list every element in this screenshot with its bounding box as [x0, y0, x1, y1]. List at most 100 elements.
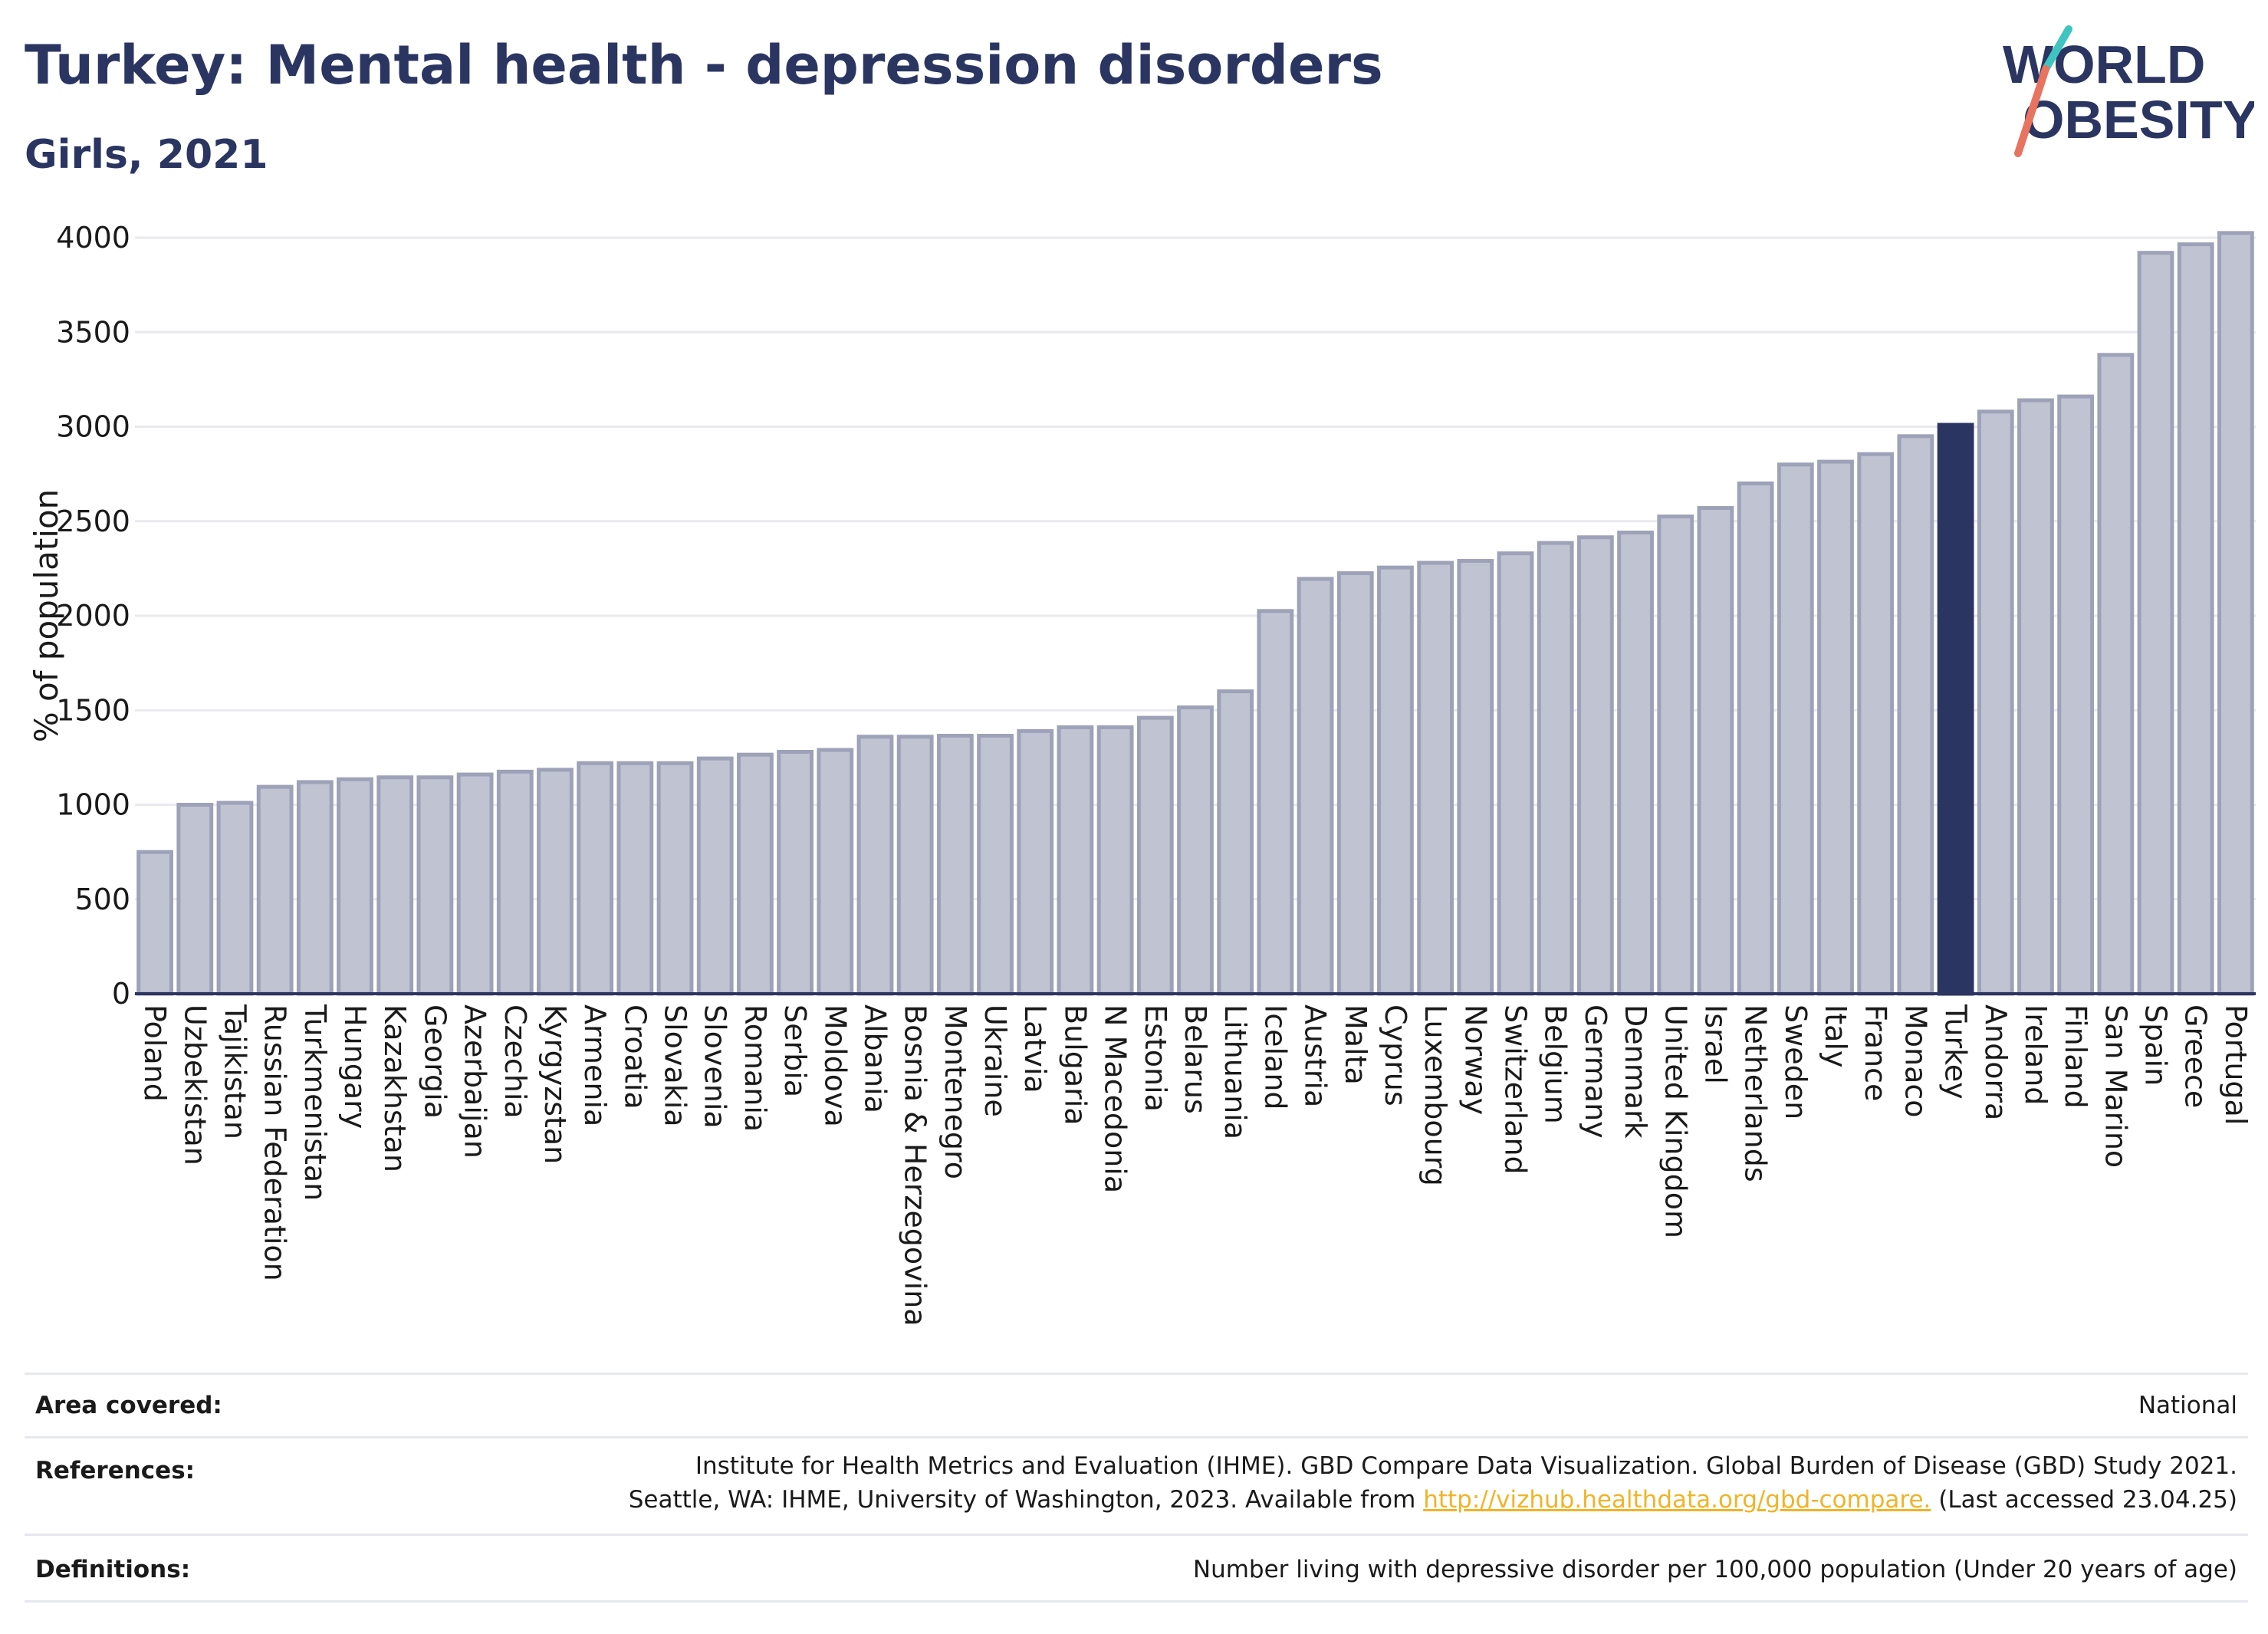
- x-tick-label: Luxembourg: [1418, 1004, 1452, 1186]
- bar: [1857, 452, 1895, 996]
- bar: [1136, 715, 1174, 996]
- x-tick-label: Slovakia: [659, 1004, 692, 1127]
- bar: [777, 749, 814, 996]
- references-line2: Seattle, WA: IHME, University of Washing…: [629, 1483, 2237, 1517]
- logo-line1: WORLD: [2003, 35, 2205, 94]
- bar: [2017, 398, 2054, 996]
- x-tick-label: Norway: [1458, 1004, 1492, 1115]
- area-label: Area covered:: [35, 1392, 222, 1419]
- x-tick-label: Israel: [1698, 1004, 1732, 1084]
- x-tick-label: Ukraine: [978, 1004, 1012, 1117]
- x-tick-label: United Kingdom: [1658, 1004, 1692, 1238]
- bar: [856, 735, 894, 996]
- bar: [176, 803, 214, 996]
- x-tick-label: Montenegro: [938, 1004, 972, 1179]
- x-tick-label: Italy: [1819, 1004, 1852, 1067]
- x-tick-label: Ireland: [2019, 1004, 2053, 1105]
- bar: [496, 769, 534, 996]
- bar: [1497, 551, 1534, 996]
- bar: [737, 752, 774, 996]
- x-tick-label: Slovenia: [698, 1004, 732, 1129]
- logo-line2: OBESITY: [2023, 90, 2254, 150]
- x-tick-label: Andorra: [1979, 1004, 2013, 1120]
- bar: [1377, 565, 1414, 996]
- x-tick-label: Greece: [2179, 1004, 2213, 1108]
- y-tick-label: 3000: [56, 410, 130, 444]
- bar: [1297, 577, 1334, 996]
- x-tick-label: Malta: [1339, 1004, 1372, 1085]
- bar-chart: 0 500 1000 1500 2000 2500 3000 3500 4000 % of pop…: [28, 221, 2256, 1327]
- footer-row-area: Area covered: National: [25, 1373, 2248, 1436]
- x-tick-label: Monaco: [1898, 1004, 1932, 1118]
- x-tick-label: Bosnia & Herzegovina: [899, 1004, 932, 1327]
- bar: [1737, 481, 1774, 996]
- bar: [1937, 422, 1974, 996]
- bar: [1777, 462, 1814, 996]
- bar: [136, 850, 173, 996]
- x-tick-label: Kazakhstan: [378, 1004, 412, 1172]
- bar: [1977, 409, 2014, 996]
- y-tick-label: 4000: [56, 221, 130, 255]
- x-tick-label: Croatia: [618, 1004, 652, 1110]
- bar: [537, 768, 574, 996]
- x-tick-label: Uzbekistan: [178, 1004, 212, 1165]
- bar: [1096, 725, 1134, 996]
- references-line2-post: (Last accessed 23.04.25): [1931, 1486, 2237, 1514]
- x-tick-label: Netherlands: [1739, 1004, 1773, 1182]
- footer-row-references: References: Institute for Health Metrics…: [25, 1436, 2248, 1534]
- x-tick-label: Belgium: [1539, 1004, 1573, 1124]
- x-tick-label: Tajikistan: [218, 1004, 251, 1139]
- definitions-label: Definitions:: [35, 1556, 191, 1583]
- x-tick-label: Iceland: [1258, 1004, 1292, 1110]
- bar: [577, 761, 614, 996]
- chart-subtitle: Girls, 2021: [25, 132, 268, 178]
- bar: [1576, 535, 1614, 996]
- bar: [896, 735, 934, 996]
- bar: [1017, 728, 1054, 996]
- references-link[interactable]: http://vizhub.healthdata.org/gbd-compare…: [1423, 1486, 1931, 1514]
- bar: [1657, 515, 1694, 996]
- x-tick-label: Kyrgyzstan: [538, 1004, 572, 1164]
- bar: [337, 777, 373, 996]
- x-tick-label: Romania: [738, 1004, 772, 1132]
- definitions-value: Number living with depressive disorder p…: [1192, 1556, 2237, 1583]
- x-tick-label: Russian Federation: [258, 1004, 292, 1281]
- x-tick-label: Germany: [1579, 1004, 1612, 1139]
- area-value: National: [2138, 1392, 2237, 1419]
- x-tick-label: Azerbaijan: [459, 1004, 492, 1159]
- bar: [1417, 561, 1454, 996]
- x-tick-label: Portugal: [2219, 1004, 2253, 1125]
- bar: [696, 756, 734, 996]
- bar: [2137, 251, 2174, 996]
- x-tick-label: Serbia: [778, 1004, 812, 1097]
- bar: [1336, 571, 1374, 996]
- bar: [977, 734, 1014, 996]
- y-tick-label: 1500: [56, 693, 130, 727]
- x-tick-label: Lithuania: [1218, 1004, 1252, 1139]
- x-tick-label: Spain: [2139, 1004, 2173, 1086]
- bar: [1537, 541, 1574, 996]
- x-tick-label: Bulgaria: [1058, 1004, 1092, 1126]
- y-tick-label: 2500: [56, 505, 130, 538]
- x-tick-label: San Marino: [2099, 1004, 2132, 1168]
- x-tick-label: Turkmenistan: [298, 1004, 332, 1201]
- bar: [1897, 434, 1934, 996]
- x-tick-label: Denmark: [1619, 1004, 1652, 1139]
- bar: [1057, 725, 1094, 996]
- x-tick-label: Switzerland: [1499, 1004, 1533, 1175]
- x-tick-label: Albania: [858, 1004, 892, 1113]
- y-tick-label: 500: [74, 883, 130, 916]
- x-tick-label: Estonia: [1139, 1004, 1172, 1112]
- footer-row-definitions: Definitions: Number living with depressi…: [25, 1534, 2248, 1603]
- bar: [616, 761, 654, 996]
- references-line1: Institute for Health Metrics and Evaluat…: [695, 1452, 2237, 1480]
- x-tick-label: Cyprus: [1379, 1004, 1412, 1106]
- bar: [256, 784, 294, 996]
- logo-slash-teal: [2042, 25, 2072, 73]
- x-tick-label: Belarus: [1178, 1004, 1212, 1114]
- bar: [216, 801, 254, 996]
- bar: [817, 748, 854, 996]
- bar: [1217, 689, 1254, 996]
- bar: [456, 772, 494, 996]
- bar: [416, 775, 454, 996]
